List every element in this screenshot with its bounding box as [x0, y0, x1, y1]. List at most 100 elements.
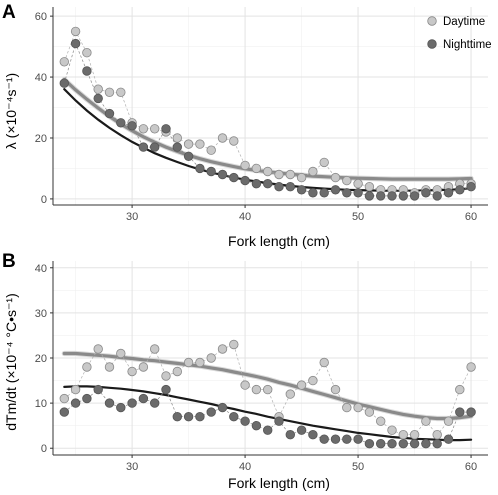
y-tick-label: 40: [35, 72, 47, 84]
point-nighttime: [387, 439, 397, 449]
point-nighttime: [70, 38, 81, 49]
point-nighttime: [364, 439, 375, 449]
point-nighttime: [149, 398, 160, 408]
point-daytime: [59, 57, 70, 67]
point-daytime: [149, 124, 160, 134]
point-nighttime: [455, 185, 465, 195]
point-daytime: [308, 166, 318, 177]
point-nighttime: [251, 421, 262, 431]
point-nighttime: [104, 398, 115, 408]
point-nighttime: [263, 425, 273, 435]
y-tick-label: 0: [41, 194, 47, 206]
point-daytime: [330, 384, 341, 395]
point-daytime: [455, 384, 465, 395]
panel-b-series: [59, 339, 476, 449]
point-daytime: [206, 145, 216, 155]
trend-line-daytime: [62, 351, 473, 421]
point-nighttime: [138, 393, 149, 404]
point-daytime: [149, 344, 160, 354]
point-nighttime: [443, 188, 454, 198]
x-tick-label: 60: [465, 211, 477, 223]
point-nighttime: [172, 142, 183, 152]
x-tick-label: 40: [239, 461, 251, 473]
point-nighttime: [116, 402, 126, 413]
point-nighttime: [398, 439, 409, 449]
point-daytime: [240, 160, 250, 171]
point-daytime: [116, 348, 126, 359]
point-daytime: [127, 366, 137, 377]
point-daytime: [319, 157, 329, 168]
point-nighttime: [206, 407, 216, 417]
point-daytime: [82, 48, 92, 58]
point-daytime: [93, 84, 103, 94]
legend-daytime-marker: [427, 16, 437, 26]
point-daytime: [285, 389, 296, 399]
point-nighttime: [127, 398, 137, 408]
legend-daytime-label: Daytime: [443, 16, 485, 28]
point-daytime: [285, 169, 296, 180]
panel-b: B 30 40 50 60 0 10 20 30 40 Fork length (cm) dTm…: [2, 251, 488, 491]
point-nighttime: [398, 191, 409, 201]
panel-a-y-axis-label: λ (×10⁻⁴s⁻¹): [3, 73, 19, 149]
point-daytime: [251, 163, 262, 174]
point-nighttime: [353, 188, 363, 198]
point-daytime: [398, 430, 409, 440]
point-nighttime: [274, 181, 284, 192]
point-nighttime: [330, 185, 341, 195]
point-daytime: [342, 402, 352, 413]
x-tick-label: 40: [239, 211, 251, 223]
point-nighttime: [59, 407, 70, 417]
point-nighttime: [251, 178, 262, 189]
point-daytime: [93, 344, 103, 354]
point-daytime: [172, 366, 183, 377]
point-daytime: [116, 87, 126, 98]
point-nighttime: [70, 398, 81, 408]
point-nighttime: [195, 163, 205, 174]
point-daytime: [82, 362, 92, 372]
y-tick-label: 30: [35, 308, 47, 320]
point-daytime: [409, 430, 420, 440]
legend: Daytime Nighttime: [427, 16, 492, 51]
point-nighttime: [161, 124, 171, 134]
point-daytime: [217, 133, 228, 143]
x-tick-label: 60: [465, 461, 477, 473]
point-nighttime: [409, 191, 420, 201]
point-nighttime: [432, 191, 442, 201]
point-daytime: [104, 87, 115, 98]
legend-nighttime-label: Nighttime: [443, 39, 492, 51]
panel-a-x-axis-label: Fork length (cm): [228, 233, 330, 249]
point-daytime: [138, 362, 149, 372]
point-daytime: [172, 133, 183, 143]
point-nighttime: [466, 181, 476, 192]
point-nighttime: [217, 402, 228, 413]
point-daytime: [364, 181, 375, 192]
x-tick-label: 50: [352, 461, 364, 473]
panel-a-series: [59, 26, 476, 201]
panel-b-y-axis-label: dTm/dt (×10⁻⁴ °C•s⁻¹): [3, 293, 19, 430]
point-daytime: [296, 172, 307, 183]
point-nighttime: [93, 93, 103, 104]
point-daytime: [319, 357, 329, 368]
point-daytime: [229, 339, 239, 350]
point-daytime: [229, 136, 239, 146]
point-nighttime: [116, 118, 126, 128]
point-daytime: [376, 416, 386, 426]
point-nighttime: [308, 430, 318, 440]
point-nighttime: [195, 412, 205, 422]
point-daytime: [263, 384, 273, 395]
trend-halo-daytime: [61, 76, 474, 182]
point-nighttime: [319, 188, 329, 198]
point-nighttime: [82, 66, 92, 76]
point-nighttime: [93, 384, 103, 395]
point-daytime: [183, 139, 194, 149]
y-tick-label: 10: [35, 398, 47, 410]
point-daytime: [387, 425, 397, 435]
legend-nighttime-marker: [427, 39, 437, 49]
point-nighttime: [432, 439, 442, 449]
point-nighttime: [240, 175, 250, 186]
point-daytime: [353, 178, 363, 189]
panel-a-grid: [53, 7, 488, 205]
point-nighttime: [240, 416, 250, 426]
point-daytime: [263, 166, 273, 177]
point-daytime: [421, 416, 431, 426]
